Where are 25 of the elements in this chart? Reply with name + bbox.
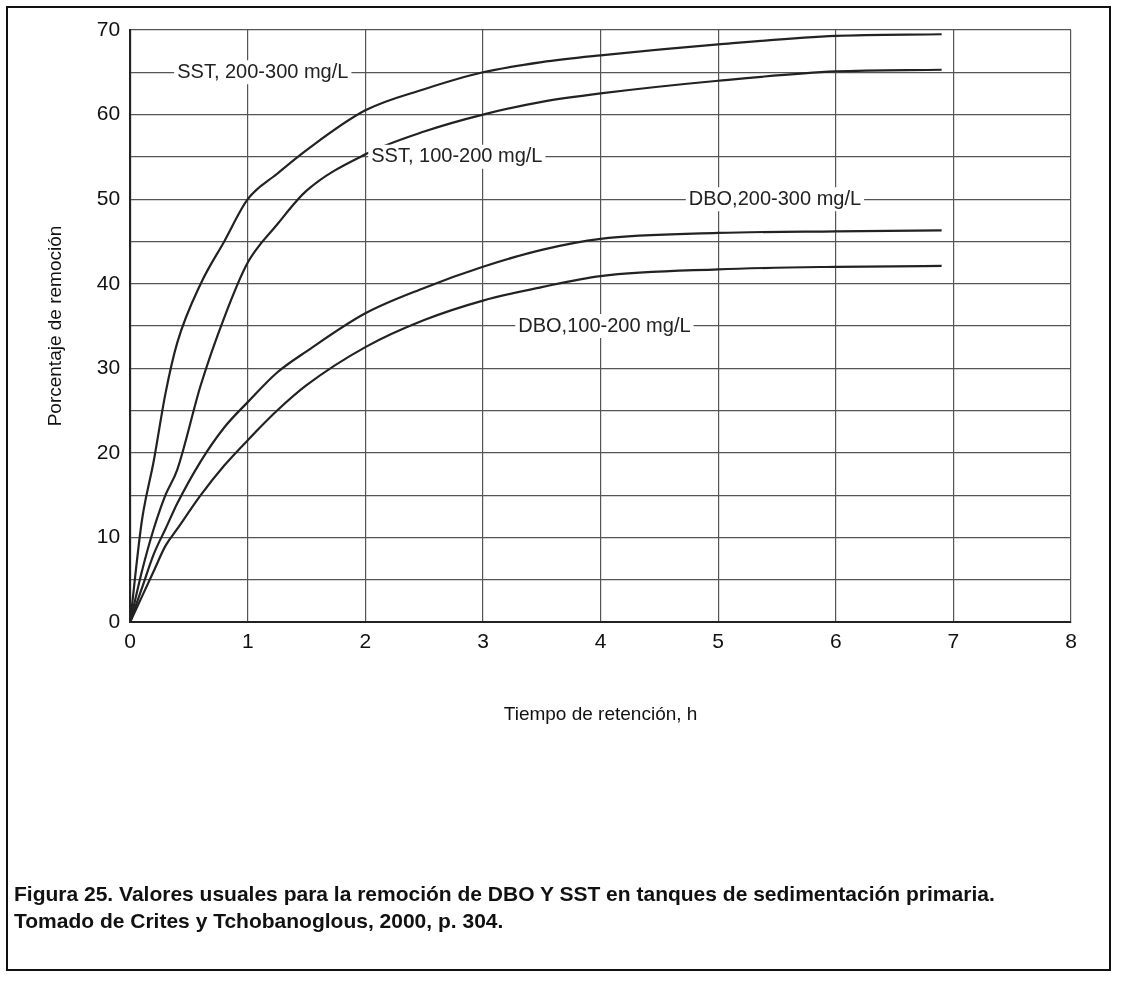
x-tick-label: 2	[359, 629, 372, 653]
x-tick-label: 1	[241, 629, 254, 653]
y-tick-label: 30	[96, 355, 121, 379]
x-tick-label: 6	[829, 629, 842, 653]
series-label: SST, 200-300 mg/L	[177, 59, 349, 82]
x-tick-label: 8	[1065, 629, 1077, 653]
x-tick-label: 5	[712, 629, 725, 653]
x-tick-label: 0	[124, 629, 136, 653]
y-tick-label: 40	[96, 270, 121, 294]
text: Tomado de Crites y Tchobanoglous, 2000, p. 304.	[14, 908, 505, 934]
x-tick-label: 7	[947, 629, 960, 653]
y-tick-label: 50	[96, 185, 121, 209]
x-tick-label: 3	[477, 629, 489, 653]
series-label: SST, 100-200 mg/L	[371, 144, 543, 167]
x-axis-title: Tiempo de retención, h	[503, 702, 698, 724]
y-tick-label: 70	[96, 16, 121, 40]
series-label: DBO,200-300 mg/L	[688, 186, 862, 209]
y-tick-label: 10	[96, 524, 121, 548]
y-tick-label: 60	[96, 101, 121, 125]
y-tick-label: 20	[96, 439, 121, 463]
y-tick-label: 0	[108, 608, 121, 632]
x-tick-label: 4	[594, 629, 607, 653]
series-label: DBO,100-200 mg/L	[518, 313, 691, 336]
y-axis-title: Porcentaje de remoción	[43, 225, 65, 427]
text: Figura 25. Valores usuales para la remoción de DBO Y SST en tanques de sedimentación primaria.	[14, 881, 996, 907]
